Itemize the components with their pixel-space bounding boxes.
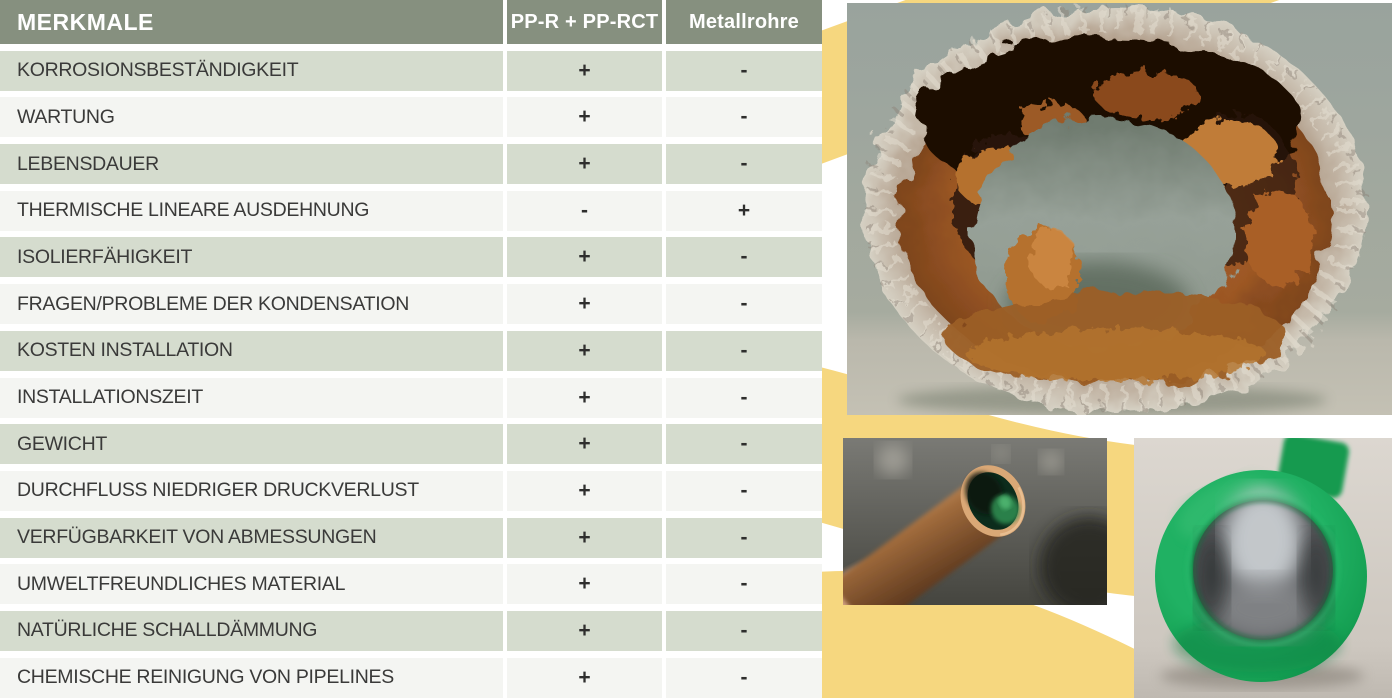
ppr-value-cell: + <box>507 610 662 651</box>
row-label: INSTALLATIONSZEIT <box>0 377 503 418</box>
ppr-plastic-pipe-photo <box>1134 438 1392 698</box>
corroded-copper-pipe-photo <box>843 438 1107 605</box>
ppr-value-cell: + <box>507 564 662 605</box>
ppr-value-cell: + <box>507 517 662 558</box>
metal-value-cell: - <box>666 377 822 418</box>
ppr-value-cell: + <box>507 97 662 138</box>
metal-value-cell: - <box>666 97 822 138</box>
metal-value-cell: - <box>666 610 822 651</box>
ppr-value-cell: + <box>507 284 662 325</box>
ppr-value-cell: + <box>507 424 662 465</box>
metal-value-cell: - <box>666 564 822 605</box>
metal-value-cell: - <box>666 284 822 325</box>
row-label: GEWICHT <box>0 424 503 465</box>
ppr-value-cell: + <box>507 237 662 278</box>
row-label: CHEMISCHE REINIGUNG VON PIPELINES <box>0 657 503 698</box>
metal-value-cell: - <box>666 470 822 511</box>
row-label: ISOLIERFÄHIGKEIT <box>0 237 503 278</box>
metal-value-cell: - <box>666 237 822 278</box>
row-label: KORROSIONSBESTÄNDIGKEIT <box>0 50 503 91</box>
row-label: UMWELTFREUNDLICHES MATERIAL <box>0 564 503 605</box>
header-ppr-pprct: PP-R + PP-RCT <box>507 0 662 44</box>
ppr-value-cell: + <box>507 50 662 91</box>
row-label: KOSTEN INSTALLATION <box>0 330 503 371</box>
ppr-value-cell: + <box>507 330 662 371</box>
metal-value-cell: - <box>666 330 822 371</box>
metal-value-cell: - <box>666 657 822 698</box>
row-label: FRAGEN/PROBLEME DER KONDENSATION <box>0 284 503 325</box>
row-label: NATÜRLICHE SCHALLDÄMMUNG <box>0 610 503 651</box>
metal-value-cell: - <box>666 50 822 91</box>
row-label: WARTUNG <box>0 97 503 138</box>
metal-value-cell: - <box>666 517 822 558</box>
ppr-value-cell: - <box>507 190 662 231</box>
metal-value-cell: - <box>666 144 822 185</box>
row-label: VERFÜGBARKEIT VON ABMESSUNGEN <box>0 517 503 558</box>
row-label: DURCHFLUSS NIEDRIGER DRUCKVERLUST <box>0 470 503 511</box>
ppr-value-cell: + <box>507 657 662 698</box>
row-label: THERMISCHE LINEARE AUSDEHNUNG <box>0 190 503 231</box>
ppr-value-cell: + <box>507 470 662 511</box>
metal-value-cell: + <box>666 190 822 231</box>
ppr-value-cell: + <box>507 377 662 418</box>
header-merkmale: MERKMALE <box>0 0 503 44</box>
row-label: LEBENSDAUER <box>0 144 503 185</box>
comparison-table: MERKMALE PP-R + PP-RCT Metallrohre KORRO… <box>0 0 822 698</box>
metal-value-cell: - <box>666 424 822 465</box>
header-metallrohre: Metallrohre <box>666 0 822 44</box>
corroded-steel-pipe-photo <box>847 3 1392 415</box>
ppr-value-cell: + <box>507 144 662 185</box>
